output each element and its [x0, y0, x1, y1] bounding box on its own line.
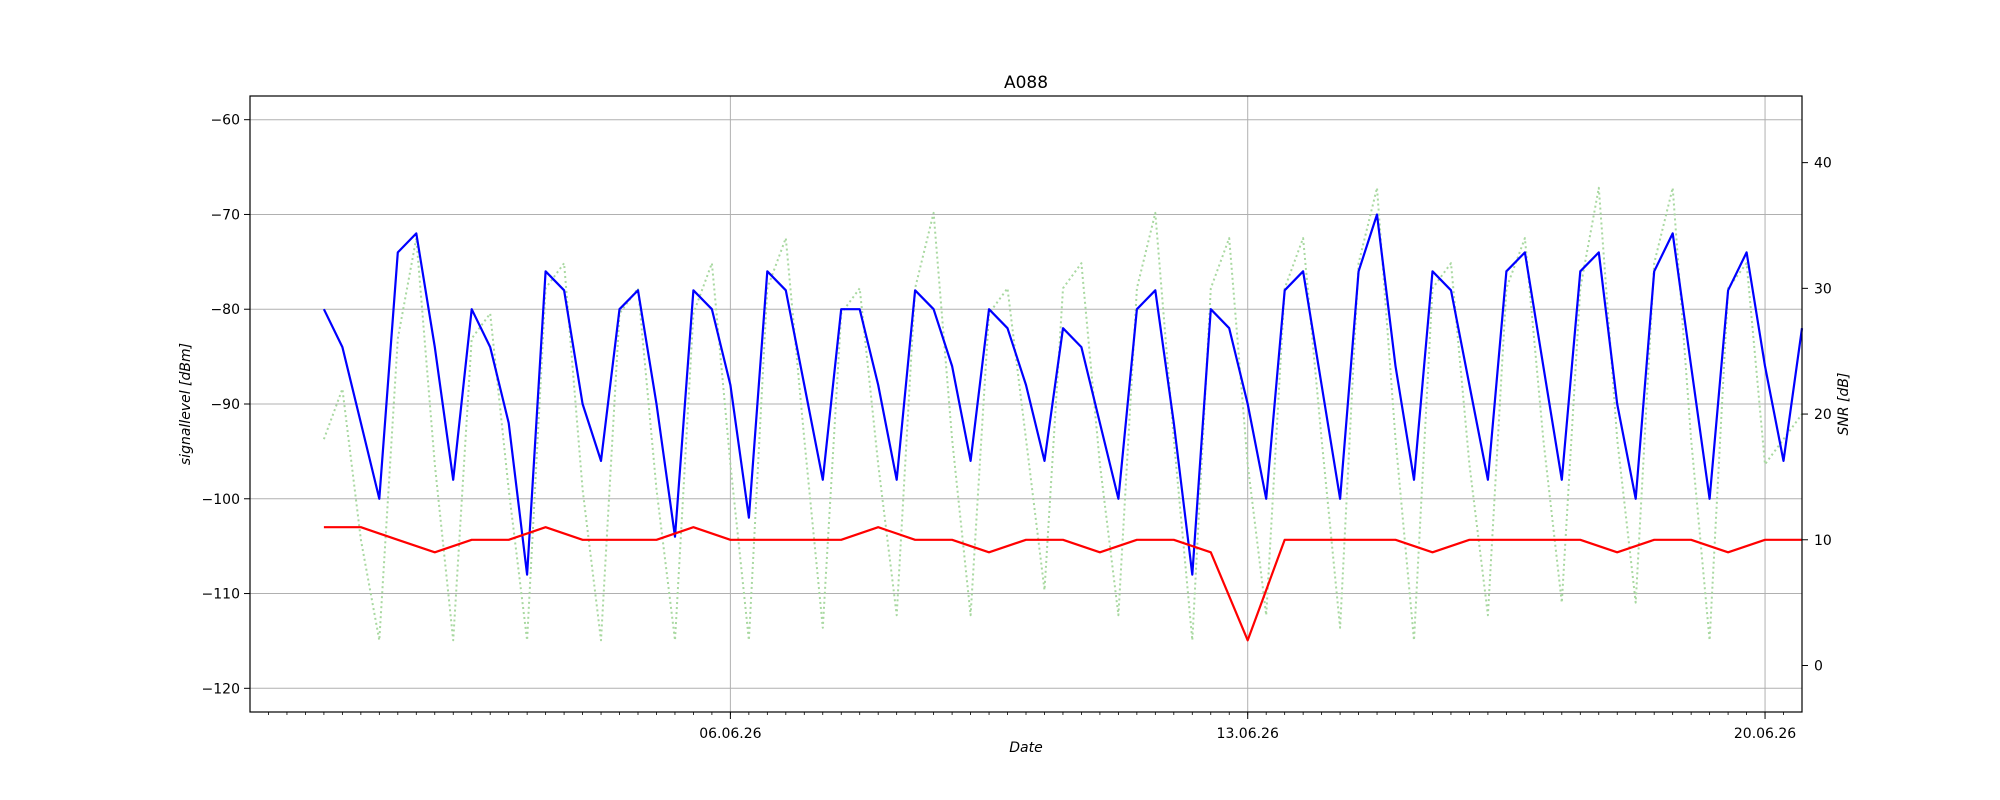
y-tick-label-right: 10	[1814, 533, 1832, 549]
x-tick-label: 13.06.26	[1217, 726, 1279, 742]
y-tick-label-left: −110	[202, 587, 240, 603]
y-tick-label-left: −60	[210, 113, 240, 129]
y-tick-label-left: −90	[210, 397, 240, 413]
y-axis-label-left: signallevel [dBm]	[178, 343, 194, 465]
axes: −60 −70 −80 −90 −100 −110 −120 0 10 20 30 40 06.06.2…	[202, 113, 1832, 742]
y-tick-label-right: 20	[1814, 407, 1832, 423]
y-tick-label-left: −100	[202, 492, 240, 508]
chart-title: A088	[1004, 73, 1048, 93]
snr-line	[323, 526, 1802, 642]
series-lines	[322, 186, 1804, 642]
y-tick-label-left: −70	[210, 207, 240, 223]
y-tick-label-right: 0	[1814, 658, 1823, 674]
signal-level-line	[322, 213, 1804, 576]
x-tick-label: 06.06.26	[699, 726, 761, 742]
grid-lines	[250, 96, 1802, 712]
y-tick-label-right: 40	[1814, 156, 1832, 172]
y-axis-label-right: SNR [dB]	[1836, 373, 1852, 436]
x-tick-label: 20.06.26	[1734, 726, 1796, 742]
y-tick-label-left: −120	[202, 681, 240, 697]
y-tick-label-right: 30	[1814, 281, 1832, 297]
x-axis-label: Date	[1009, 740, 1042, 756]
snr-dotted-line	[322, 186, 1803, 642]
y-tick-label-left: −80	[210, 302, 240, 318]
